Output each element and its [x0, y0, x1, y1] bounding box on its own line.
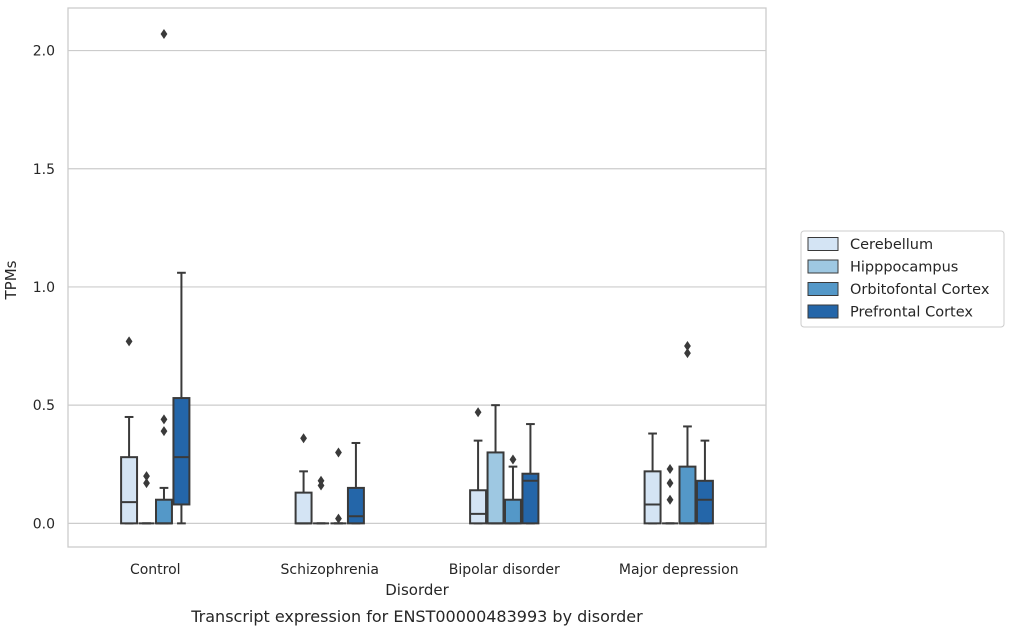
- outlier-point: [509, 454, 517, 465]
- box-hipppocampus: [313, 475, 329, 525]
- y-tick-label: 0.0: [33, 516, 55, 532]
- outlier-point: [300, 433, 307, 444]
- box-body: [486, 451, 505, 525]
- box-cerebellum: [120, 336, 139, 525]
- box-hipppocampus: [138, 471, 155, 525]
- legend-label: Prefrontal Cortex: [850, 305, 973, 321]
- x-tick-label: Bipolar disorder: [449, 562, 560, 578]
- outlier-point: [474, 407, 482, 418]
- box-cerebellum: [294, 433, 313, 525]
- y-tick-label: 1.5: [33, 162, 55, 178]
- legend-label: Hipppocampus: [850, 260, 958, 276]
- chart-caption: Transcript expression for ENST0000048399…: [190, 607, 643, 626]
- outlier-point: [666, 478, 674, 489]
- legend-swatch: [807, 282, 839, 296]
- outlier-point: [160, 29, 168, 40]
- box-body: [469, 489, 488, 525]
- legend-swatch: [807, 304, 839, 319]
- x-tick-label: Control: [130, 562, 181, 578]
- box-body: [346, 486, 365, 525]
- outlier-point: [666, 463, 674, 474]
- box-body: [155, 498, 173, 525]
- box-body: [172, 397, 191, 506]
- box-orbitofontal-cortex: [678, 341, 697, 525]
- legend-swatch: [807, 237, 839, 251]
- boxplots: [120, 29, 714, 525]
- outlier-point: [160, 426, 168, 437]
- outlier-point: [335, 513, 342, 524]
- y-tick-labels: 0.0 0.5 1.0 1.5 2.0: [33, 44, 55, 533]
- plot-frame: [67, 7, 767, 548]
- box-body: [521, 472, 540, 525]
- legend-label: Cerebellum: [850, 237, 933, 253]
- outlier-point: [143, 478, 150, 489]
- box-body: [695, 479, 714, 525]
- outlier-point: [684, 348, 691, 359]
- box-orbitofontal-cortex: [155, 29, 173, 525]
- outlier-point: [160, 414, 168, 425]
- x-tick-label: Major depression: [619, 562, 739, 578]
- box-orbitofontal-cortex: [330, 447, 347, 525]
- box-cerebellum: [469, 407, 488, 525]
- outlier-point: [317, 475, 325, 486]
- legend: Cerebellum Hipppocampus Orbitofontal Corte…: [800, 230, 1005, 328]
- y-tick-label: 2.0: [33, 44, 55, 60]
- box-body: [643, 470, 662, 525]
- legend-item: Orbitofontal Cortex: [807, 282, 990, 298]
- y-axis-label: TPMs: [2, 260, 20, 300]
- x-tick-label: Schizophrenia: [281, 562, 379, 578]
- outlier-point: [125, 336, 133, 347]
- legend-frame: [800, 230, 1005, 328]
- outlier-point: [143, 471, 150, 482]
- box-prefrontal-cortex: [172, 271, 191, 525]
- legend-label: Orbitofontal Cortex: [850, 282, 990, 298]
- box-prefrontal-cortex: [521, 423, 540, 525]
- box-body: [294, 491, 313, 525]
- x-tick-labels: Control Schizophrenia Bipolar disorder Majo…: [130, 562, 739, 578]
- x-axis-label: Disorder: [385, 581, 449, 599]
- box-prefrontal-cortex: [346, 441, 365, 525]
- outlier-point: [666, 494, 674, 505]
- legend-item: Cerebellum: [807, 237, 933, 253]
- legend-item: Hipppocampus: [807, 259, 958, 276]
- outlier-point: [335, 447, 342, 458]
- box-hipppocampus: [486, 404, 505, 525]
- legend-item: Prefrontal Cortex: [807, 304, 973, 321]
- box-prefrontal-cortex: [695, 439, 714, 525]
- box-cerebellum: [643, 432, 662, 525]
- y-tick-label: 1.0: [33, 280, 55, 296]
- box-orbitofontal-cortex: [504, 454, 522, 525]
- box-body: [120, 456, 139, 525]
- box-body: [504, 498, 522, 525]
- box-body: [678, 465, 697, 525]
- y-tick-label: 0.5: [33, 398, 55, 414]
- legend-swatch: [807, 259, 839, 274]
- box-hipppocampus: [662, 463, 678, 525]
- outlier-point: [684, 341, 691, 352]
